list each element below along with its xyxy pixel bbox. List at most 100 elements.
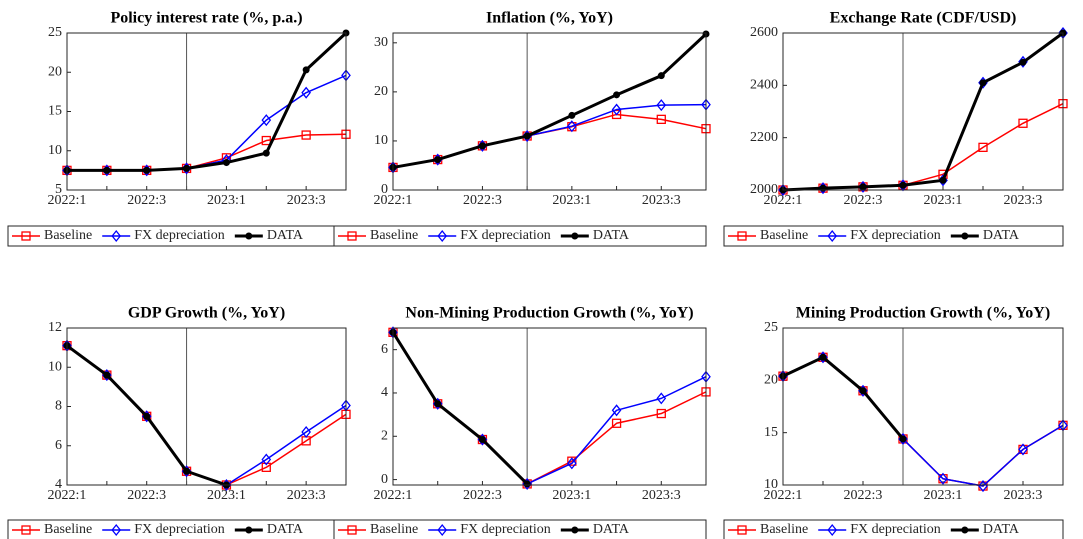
data-point (302, 66, 310, 74)
legend-marker (21, 525, 31, 535)
x-tick-label: 2022:3 (844, 488, 883, 503)
x-tick-label: 2022:1 (48, 488, 87, 503)
legend-marker (437, 229, 448, 243)
data-point (523, 132, 531, 140)
data-point (434, 156, 442, 164)
x-tick-label: 2023:1 (552, 488, 591, 503)
y-tick-label: 0 (381, 182, 388, 197)
series-line (67, 31, 348, 172)
legend-box (723, 225, 1064, 247)
y-tick-label: 20 (48, 64, 62, 79)
legend-label: FX depreciation (850, 522, 941, 537)
legend-label: FX depreciation (134, 228, 225, 243)
data-point (261, 453, 272, 466)
legend-marker (245, 526, 253, 534)
data-point (1019, 58, 1027, 66)
x-tick-label: 2023:1 (207, 488, 246, 503)
x-tick-label: 2022:3 (127, 193, 166, 208)
chart-title: Inflation (%, YoY) (486, 10, 613, 27)
y-tick-label: 6 (55, 438, 62, 453)
legend-label: DATA (267, 228, 304, 243)
series-line (392, 32, 708, 169)
legend-marker (571, 232, 579, 240)
data-point (567, 456, 577, 466)
data-point (899, 181, 907, 189)
panel: Exchange Rate (CDF/USD) 2000 2200 2400 2600 2… (723, 10, 1068, 247)
y-tick-label: 10 (48, 143, 62, 158)
legend-box (723, 519, 1064, 539)
legend-marker (961, 526, 969, 534)
legend-box (333, 225, 707, 247)
x-tick-label: 2023:3 (287, 488, 326, 503)
data-point (183, 164, 191, 172)
legend-marker (961, 232, 969, 240)
data-point (611, 103, 622, 116)
data-point (939, 176, 947, 184)
chart-title: Exchange Rate (CDF/USD) (830, 10, 1017, 27)
data-point (478, 436, 486, 444)
legend-marker (245, 232, 253, 240)
data-point (261, 462, 271, 472)
chart-title: Policy interest rate (%, p.a.) (110, 10, 302, 27)
x-tick-label: 2023:3 (287, 193, 326, 208)
y-tick-label: 2000 (750, 182, 778, 197)
panel: GDP Growth (%, YoY) 4 6 8 10 12 2022:1 2022:3 20… (7, 305, 351, 539)
data-point (656, 99, 667, 112)
x-tick-label: 2022:3 (463, 193, 502, 208)
x-tick-label: 2023:3 (642, 193, 681, 208)
legend-marker (111, 523, 122, 537)
plot-area (67, 328, 346, 485)
chart-title: GDP Growth (%, YoY) (128, 305, 285, 322)
legend-marker (347, 525, 357, 535)
axes-frame (392, 327, 707, 486)
x-tick-label: 2023:1 (552, 193, 591, 208)
data-point (978, 480, 988, 493)
legend-label: DATA (983, 228, 1020, 243)
panel: Mining Production Growth (%, YoY)1015202… (723, 305, 1068, 539)
data-point (568, 111, 576, 119)
data-point (938, 472, 948, 485)
chart-title: Non-Mining Production Growth (%, YoY) (405, 305, 693, 322)
x-tick-label: 2022:1 (764, 193, 803, 208)
x-tick-label: 2023:1 (924, 193, 963, 208)
y-tick-label: 2200 (750, 130, 778, 145)
data-point (859, 183, 867, 191)
data-point (261, 114, 272, 127)
data-point (143, 166, 151, 174)
data-point (103, 371, 111, 379)
panel: Non-Mining Production Growth (%, YoY) 0 2 4… (333, 305, 711, 539)
y-tick-label: 20 (764, 373, 778, 388)
legend-label: FX depreciation (850, 228, 941, 243)
y-tick-label: 4 (55, 477, 62, 492)
axes-frame (782, 327, 1064, 486)
legend-marker (21, 231, 31, 241)
legend-label: FX depreciation (460, 522, 551, 537)
series-line (782, 31, 1064, 192)
axes-frame (782, 32, 1064, 191)
data-point (611, 418, 622, 428)
axes-frame (66, 327, 347, 486)
data-point (611, 109, 622, 120)
y-tick-label: 15 (764, 425, 778, 440)
data-point (819, 353, 827, 361)
y-tick-label: 8 (55, 399, 62, 414)
legend-box (333, 519, 707, 539)
x-tick-label: 2022:1 (48, 193, 87, 208)
legend-label: FX depreciation (134, 522, 225, 537)
x-tick-label: 2023:1 (924, 488, 963, 503)
y-tick-label: 10 (48, 359, 62, 374)
legend-marker (827, 523, 838, 537)
y-tick-label: 2600 (750, 25, 778, 40)
chart-title: Mining Production Growth (%, YoY) (796, 305, 1050, 322)
x-tick-label: 2022:1 (374, 193, 413, 208)
data-point (301, 425, 311, 439)
data-point (478, 142, 486, 150)
legend-marker (737, 525, 747, 535)
data-point (859, 387, 867, 395)
legend-marker (827, 229, 838, 243)
x-tick-label: 2022:3 (463, 488, 502, 503)
legend-label: FX depreciation (460, 228, 551, 243)
legend-label: Baseline (370, 228, 418, 243)
y-tick-label: 30 (374, 35, 388, 50)
